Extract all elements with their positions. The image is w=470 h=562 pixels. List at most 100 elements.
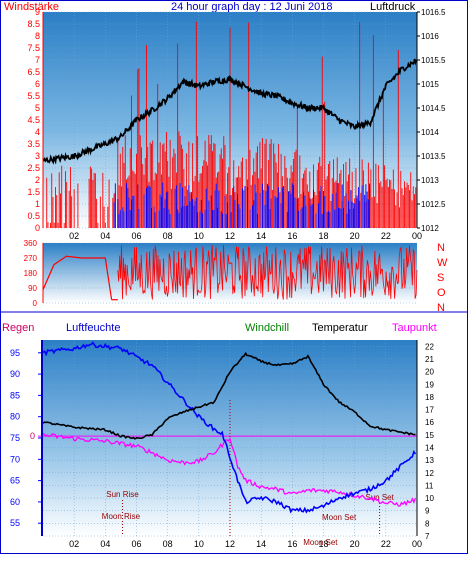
hour-tick-label: 22 [381, 539, 391, 549]
moon-set-label: Moon Set [322, 513, 357, 522]
hour-tick-label: 04 [100, 231, 110, 241]
compass-label: S [437, 272, 444, 284]
wind-pressure-ticks: 00.511.522.533.544.555.566.577.588.59101… [27, 7, 446, 241]
direction-tick-label: 0 [33, 299, 38, 308]
sun_rise-label: Sun Rise [106, 490, 139, 499]
temperature-tick-label: 10 [425, 494, 434, 503]
wind-tick-label: 9 [35, 7, 40, 17]
hour-tick-label: 10 [194, 539, 204, 549]
wind-tick-label: 3.5 [27, 139, 40, 149]
dewpoint-label: Taupunkt [392, 322, 437, 334]
humidity-tick-label: 75 [10, 433, 20, 443]
temp-humidity-ticks: 55 60 65 70 75 80 85 90 95 7 8 9 10 11 12 13 14 15 16 17 18 1… [10, 342, 434, 549]
pressure-tick-label: 1012.5 [421, 200, 446, 209]
pressure-tick-label: 1014.5 [421, 104, 446, 113]
compass-label: N [437, 242, 445, 254]
temperature-tick-label: 20 [425, 368, 434, 377]
wind-tick-label: 8.5 [27, 19, 40, 29]
dewpoint-line [42, 432, 417, 507]
pressure-tick-label: 1016 [421, 32, 439, 41]
wind-tick-label: 4.5 [27, 115, 40, 125]
wind-tick-label: 7.5 [27, 43, 40, 53]
wind-tick-label: 3 [35, 151, 40, 161]
rain-marker: 0 [30, 431, 35, 441]
temperature-tick-label: 13 [425, 456, 434, 465]
wind-tick-label: 0 [35, 223, 40, 233]
wind-tick-label: 0.5 [27, 211, 40, 221]
wind-tick-label: 7 [35, 55, 40, 65]
compass-label: W [437, 257, 448, 269]
wind-tick-label: 8 [35, 31, 40, 41]
wind-direction-series [42, 244, 418, 301]
direction-tick-label: 360 [24, 239, 38, 248]
humidity-tick-label: 55 [10, 518, 20, 528]
wind-tick-label: 6.5 [27, 67, 40, 77]
direction-tick-label: 180 [24, 269, 38, 278]
compass-label: O [437, 287, 446, 299]
hour-tick-label: 02 [69, 539, 79, 549]
temperature-tick-label: 14 [425, 443, 434, 452]
hour-tick-label: 16 [287, 539, 297, 549]
direction-tick-label: 270 [24, 254, 38, 263]
pressure-tick-label: 1015.5 [421, 56, 446, 65]
hour-tick-label: 02 [69, 231, 79, 241]
wind-tick-label: 5 [35, 103, 40, 113]
page-title: 24 hour graph day : 12 Juni 2018 [171, 1, 332, 13]
humidity-tick-label: 80 [10, 412, 20, 422]
pressure-tick-label: 1012 [421, 224, 439, 233]
temperature-tick-label: 15 [425, 431, 434, 440]
moon-set-overlap-label: Moon Set [303, 538, 338, 547]
hour-tick-label: 06 [131, 231, 141, 241]
temperature-tick-label: 12 [425, 469, 434, 478]
wind-tick-label: 1 [35, 199, 40, 209]
wind-tick-label: 4 [35, 127, 40, 137]
hour-tick-label: 16 [287, 231, 297, 241]
temperature-tick-label: 16 [425, 418, 434, 427]
humidity-line [42, 341, 417, 514]
humidity-tick-label: 95 [10, 348, 20, 358]
temperature-tick-label: 9 [425, 507, 430, 516]
hour-tick-label: 00 [412, 539, 422, 549]
temperature-label: Temperatur [312, 322, 368, 334]
hour-tick-label: 22 [381, 231, 391, 241]
direction-line-noisy [117, 244, 418, 300]
temperature-tick-label: 22 [425, 342, 434, 351]
compass-label: N [437, 302, 445, 314]
pressure-tick-label: 1013.5 [421, 152, 446, 161]
temperature-tick-label: 17 [425, 406, 434, 415]
humidity-tick-label: 60 [10, 497, 20, 507]
temp-humidity-series [42, 341, 417, 514]
hour-tick-label: 18 [318, 539, 328, 549]
hour-tick-label: 20 [350, 231, 360, 241]
hour-tick-label: 14 [256, 539, 266, 549]
wind-bars [46, 21, 418, 228]
hour-tick-label: 08 [163, 539, 173, 549]
hour-tick-label: 14 [256, 231, 266, 241]
hour-tick-label: 04 [100, 539, 110, 549]
temperature-tick-label: 18 [425, 393, 434, 402]
temperature-line [42, 351, 416, 440]
pressure-tick-label: 1014 [421, 128, 439, 137]
humidity-tick-label: 70 [10, 454, 20, 464]
wind-tick-label: 5.5 [27, 91, 40, 101]
hour-tick-label: 12 [225, 539, 235, 549]
astro-annotations: Sun Rise Moon Rise Sun Set Moon Set Moon Set [102, 400, 395, 547]
temperature-tick-label: 21 [425, 355, 434, 364]
direction-line [42, 255, 113, 300]
wind-direction-grid [43, 242, 417, 304]
pressure-axis-title: Luftdruck [370, 1, 416, 13]
rain-label: Regen [2, 322, 34, 334]
humidity-tick-label: 85 [10, 390, 20, 400]
humidity-label: Luftfeuchte [66, 322, 120, 334]
hour-tick-label: 06 [131, 539, 141, 549]
humidity-tick-label: 90 [10, 369, 20, 379]
wind-tick-label: 1.5 [27, 187, 40, 197]
wind-tick-label: 6 [35, 79, 40, 89]
pressure-series [42, 58, 418, 165]
hour-tick-label: 20 [350, 539, 360, 549]
sun-set-label: Sun Set [365, 493, 394, 502]
pressure-tick-label: 1016.5 [421, 8, 446, 17]
